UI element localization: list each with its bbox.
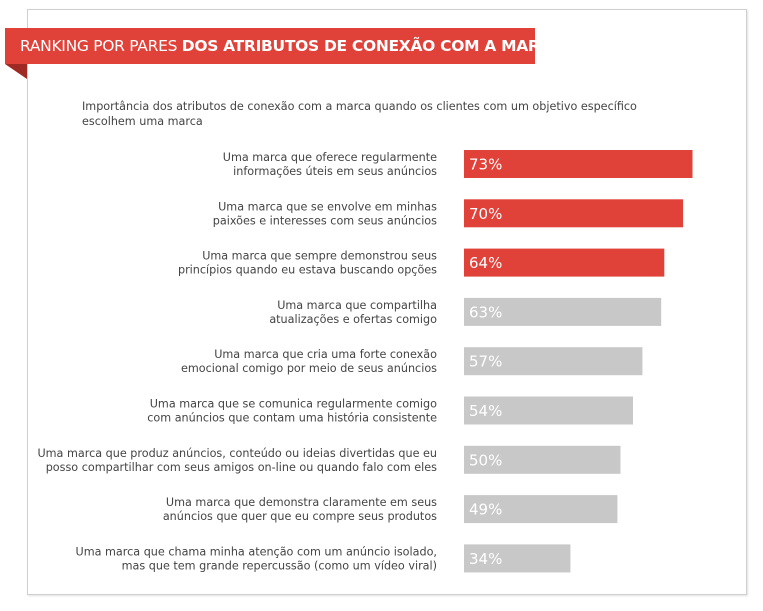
bar-row: Uma marca que chama minha atenção com um… (76, 544, 571, 573)
title-light: RANKING POR PARES (20, 37, 178, 55)
bar (464, 544, 571, 573)
bar-value-label: 63% (469, 303, 502, 321)
category-label: Uma marca que se envolve em minhas paixõe… (213, 200, 437, 227)
category-label: Uma marca que compartilha atualizações e … (269, 299, 437, 326)
category-label: Uma marca que cria uma forte conexão emoc… (181, 348, 437, 375)
bar-row: Uma marca que produz anúncios, conteúdo … (37, 445, 621, 474)
bar-row: Uma marca que compartilha atualizações e … (269, 297, 662, 326)
bar (464, 495, 618, 524)
bar (464, 445, 621, 474)
chart-subtitle: Importância dos atributos de conexão com… (82, 100, 637, 128)
bar (464, 199, 684, 228)
title-banner: RANKING POR PARES DOS ATRIBUTOS DE CONEX… (5, 28, 563, 64)
bar-value-label: 73% (469, 156, 502, 174)
bar-row: Uma marca que demonstra claramente em se… (163, 495, 618, 524)
bar (464, 347, 643, 376)
bar (464, 150, 693, 178)
bar (464, 396, 633, 425)
bar (464, 248, 665, 277)
bar-value-label: 34% (469, 550, 502, 568)
category-label: Uma marca que produz anúncios, conteúdo … (37, 447, 437, 474)
title-bold: DOS ATRIBUTOS DE CONEXÃO COM A MARCA (181, 37, 563, 55)
category-label: Uma marca que se comunica regularmente c… (147, 398, 437, 425)
title-banner-fold (5, 64, 27, 79)
bar-value-label: 57% (469, 353, 502, 371)
bar-value-label: 49% (469, 501, 502, 519)
category-label: Uma marca que sempre demonstrou seus prin… (178, 250, 437, 277)
bar-value-label: 50% (469, 451, 502, 469)
bar-row: Uma marca que se comunica regularmente c… (147, 396, 633, 425)
bar-value-label: 70% (469, 205, 502, 223)
category-label: Uma marca que chama minha atenção com um… (76, 545, 437, 572)
bar-value-label: 54% (469, 402, 502, 420)
bar-row: Uma marca que se envolve em minhas paixõe… (213, 199, 684, 228)
bar-row: Uma marca que sempre demonstrou seus prin… (178, 248, 665, 277)
bar (464, 297, 662, 326)
bar-row: Uma marca que oferece regularmente inform… (223, 150, 693, 178)
bar-row: Uma marca que cria uma forte conexão emoc… (181, 347, 643, 376)
category-label: Uma marca que demonstra claramente em se… (163, 496, 437, 523)
category-label: Uma marca que oferece regularmente inform… (223, 151, 437, 178)
bar-value-label: 64% (469, 254, 502, 272)
